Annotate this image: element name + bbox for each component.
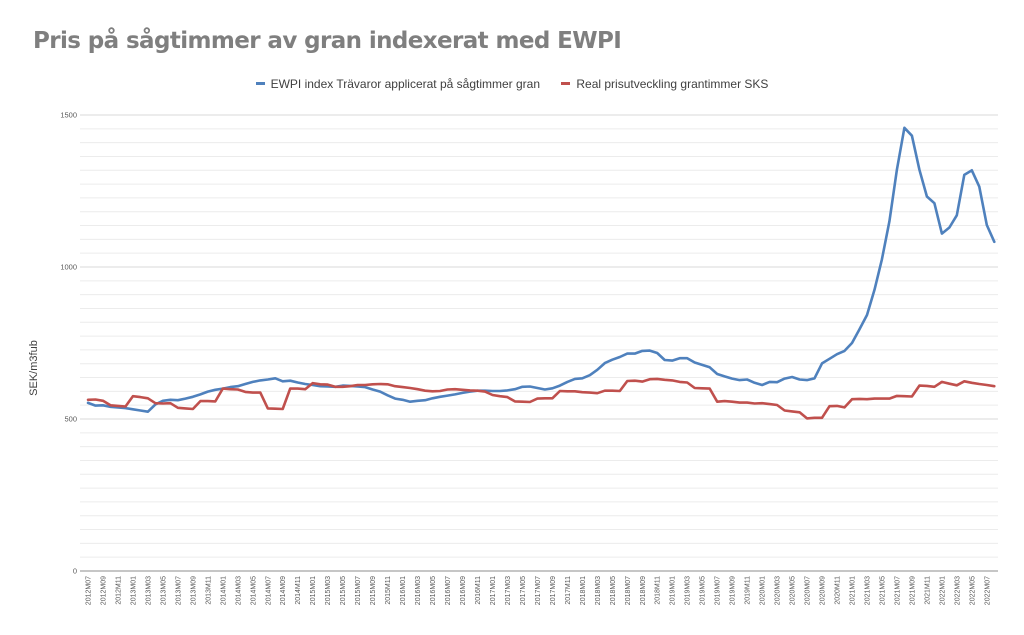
x-tick-label: 2020M01	[760, 576, 767, 605]
x-tick-label: 2020M07	[805, 576, 812, 605]
x-tick-label: 2015M09	[370, 576, 377, 605]
x-tick-label: 2016M03	[415, 576, 422, 605]
x-tick-label: 2014M11	[295, 576, 302, 605]
x-tick-label: 2013M03	[145, 576, 152, 605]
x-tick-label: 2013M01	[130, 576, 137, 605]
x-tick-label: 2021M11	[924, 576, 931, 605]
x-tick-label: 2021M05	[879, 576, 886, 605]
x-tick-label: 2022M01	[939, 576, 946, 605]
x-tick-label: 2012M11	[115, 576, 122, 605]
y-tick-label: 500	[64, 415, 77, 424]
y-tick-label: 1000	[60, 263, 77, 272]
x-tick-label: 2020M09	[820, 576, 827, 605]
legend-swatch-real	[561, 82, 571, 85]
x-tick-label: 2014M09	[280, 576, 287, 605]
legend-item-ewpi: EWPI index Trävaror applicerat på sågtim…	[255, 76, 541, 91]
x-tick-label: 2016M01	[400, 576, 407, 605]
x-tick-label: 2013M07	[175, 576, 182, 605]
y-tick-label: 1500	[60, 111, 77, 120]
x-tick-label: 2015M01	[310, 576, 317, 605]
x-tick-label: 2017M03	[505, 576, 512, 605]
x-tick-label: 2019M03	[685, 576, 692, 605]
x-tick-label: 2021M03	[864, 576, 871, 605]
x-tick-label: 2012M09	[100, 576, 107, 605]
x-tick-label: 2015M05	[340, 576, 347, 605]
x-tick-label: 2018M01	[580, 576, 587, 605]
series-line-ewpi	[86, 126, 996, 414]
x-tick-label: 2020M05	[790, 576, 797, 605]
x-tick-label: 2019M11	[745, 576, 752, 605]
x-tick-label: 2017M01	[490, 576, 497, 605]
legend-item-real: Real prisutveckling grantimmer SKS	[561, 77, 768, 91]
x-tick-label: 2014M03	[235, 576, 242, 605]
x-tick-label: 2018M03	[595, 576, 602, 605]
legend-swatch-ewpi	[255, 82, 265, 85]
x-tick-label: 2012M07	[86, 576, 93, 605]
x-tick-label: 2013M11	[205, 576, 212, 605]
x-tick-label: 2022M05	[969, 576, 976, 605]
legend: EWPI index Trävaror applicerat på sågtim…	[0, 74, 1024, 91]
x-tick-label: 2013M09	[190, 576, 197, 605]
x-tick-label: 2021M07	[894, 576, 901, 605]
x-tick-label: 2015M03	[325, 576, 332, 605]
x-tick-label: 2022M03	[954, 576, 961, 605]
chart-title: Pris på sågtimmer av gran indexerat med …	[33, 28, 622, 54]
x-tick-label: 2014M01	[220, 576, 227, 605]
y-tick-label: 0	[73, 567, 77, 576]
x-tick-label: 2018M07	[625, 576, 632, 605]
x-tick-label: 2018M09	[640, 576, 647, 605]
x-tick-label: 2018M11	[655, 576, 662, 605]
x-tick-label: 2020M03	[775, 576, 782, 605]
legend-label-real: Real prisutveckling grantimmer SKS	[576, 76, 769, 91]
x-tick-label: 2019M09	[730, 576, 737, 605]
x-tick-label: 2019M01	[670, 576, 677, 605]
x-tick-label: 2017M11	[565, 576, 572, 605]
x-tick-label: 2015M07	[355, 576, 362, 605]
x-tick-label: 2021M09	[909, 576, 916, 605]
x-tick-label: 2020M11	[835, 576, 842, 605]
x-tick-label: 2022M07	[984, 576, 991, 605]
x-tick-label: 2016M11	[475, 576, 482, 605]
x-tick-label: 2017M09	[550, 576, 557, 605]
x-tick-label: 2016M05	[430, 576, 437, 605]
x-tick-label: 2018M05	[610, 576, 617, 605]
x-tick-label: 2014M05	[250, 576, 257, 605]
x-tick-label: 2013M05	[160, 576, 167, 605]
series-line-real	[86, 377, 996, 420]
x-tick-label: 2015M11	[385, 576, 392, 605]
x-tick-label: 2021M01	[849, 576, 856, 605]
x-tick-label: 2016M07	[445, 576, 452, 605]
x-tick-label: 2016M09	[460, 576, 467, 605]
x-tick-label: 2014M07	[265, 576, 272, 605]
x-tick-label: 2017M05	[520, 576, 527, 605]
x-tick-label: 2019M05	[700, 576, 707, 605]
x-tick-label: 2019M07	[715, 576, 722, 605]
legend-label-ewpi: EWPI index Trävaror applicerat på sågtim…	[270, 76, 541, 91]
x-tick-label: 2017M07	[535, 576, 542, 605]
